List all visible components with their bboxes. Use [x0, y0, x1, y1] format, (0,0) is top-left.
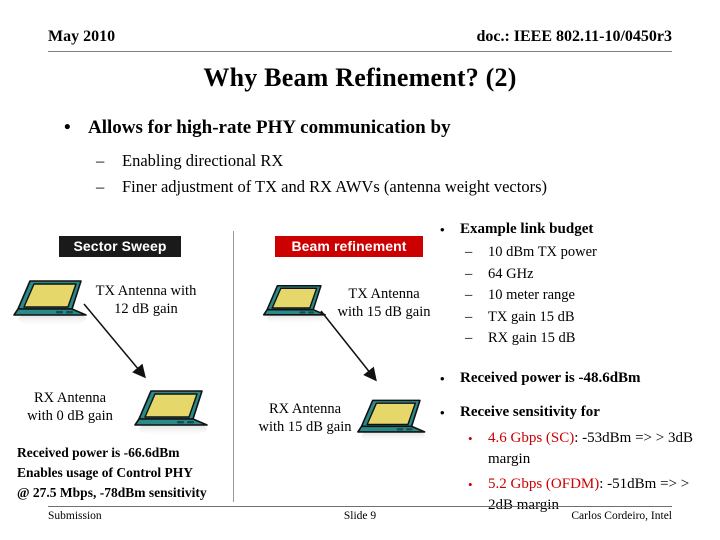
- header-divider-line: [48, 51, 672, 52]
- right-details-column: • Example link budget – 10 dBm TX power …: [432, 218, 714, 516]
- tx-antenna-caption-middle: TX Antenna with 15 dB gain: [337, 286, 431, 320]
- sensitivity-rate-label: 4.6 Gbps (SC): [488, 429, 575, 446]
- link-budget-item-text: RX gain 15 dB: [488, 330, 576, 346]
- dash-marker-icon: –: [96, 151, 105, 170]
- dash-marker-icon: –: [465, 287, 473, 303]
- link-budget-item: – 64 GHz: [432, 264, 714, 286]
- link-budget-item-text: TX gain 15 dB: [488, 308, 575, 325]
- sensitivity-heading: • Receive sensitivity for: [432, 401, 714, 424]
- summary-line: @ 27.5 Mbps, -78dBm sensitivity: [17, 485, 207, 500]
- summary-line: Received power is -66.6dBm: [17, 445, 180, 460]
- column-divider: [233, 231, 234, 502]
- tx-antenna-caption-left: TX Antenna with 12 dB gain: [95, 283, 197, 317]
- summary-line: Enables usage of Control PHY: [17, 465, 194, 480]
- bullet-marker-icon: •: [440, 370, 445, 386]
- dash-marker-icon: –: [465, 330, 473, 346]
- received-power-text: Received power is -48.6dBm: [460, 369, 641, 386]
- bullet-marker-icon: •: [440, 222, 445, 237]
- rx-laptop-icon-middle: [356, 392, 432, 444]
- link-budget-item-text: 64 GHz: [488, 265, 534, 282]
- dash-marker-icon: –: [465, 244, 473, 260]
- link-budget-heading: • Example link budget: [432, 218, 714, 241]
- received-power-line: • Received power is -48.6dBm: [432, 367, 714, 390]
- footer-slide-number: Slide 9: [343, 510, 377, 522]
- link-budget-item: – 10 dBm TX power: [432, 242, 714, 264]
- signal-arrow-middle: [320, 310, 377, 382]
- sensitivity-detail-text: : -53dBm => > 3dB margin: [488, 429, 693, 467]
- slide-footer: Submission Slide 9 Carlos Cordeiro, Inte…: [48, 510, 672, 526]
- header-document-id: doc.: IEEE 802.11-10/0450r3: [476, 28, 672, 45]
- rx-antenna-caption-middle: RX Antenna with 15 dB gain: [258, 401, 352, 435]
- link-budget-item: – RX gain 15 dB: [432, 328, 714, 350]
- bullet-marker-icon: •: [64, 117, 71, 138]
- bullet-list: • Allows for high-rate PHY communication…: [58, 116, 658, 200]
- bullet-level2: – Enabling directional RX: [58, 148, 658, 174]
- header-date: May 2010: [48, 28, 116, 45]
- link-budget-item: – TX gain 15 dB: [432, 307, 714, 329]
- footer-divider-line: [48, 506, 672, 507]
- dash-marker-icon: –: [96, 177, 105, 196]
- link-budget-heading-text: Example link budget: [460, 221, 594, 237]
- section-tag-sector-sweep: Sector Sweep: [59, 236, 181, 257]
- tx-laptop-icon-middle: [262, 278, 332, 326]
- left-summary-text: Received power is -66.6dBm Enables usage…: [17, 443, 239, 503]
- bullet-marker-icon: •: [440, 404, 445, 420]
- bullet-level1: • Allows for high-rate PHY communication…: [58, 116, 658, 140]
- sensitivity-item: • 4.6 Gbps (SC): -53dBm => > 3dB margin: [432, 428, 714, 470]
- sensitivity-detail-text: : -51dBm => > 2dB margin: [488, 475, 690, 513]
- dash-marker-icon: –: [465, 308, 473, 325]
- red-bullet-marker-icon: •: [468, 476, 473, 492]
- slide-header: May 2010 doc.: IEEE 802.11-10/0450r3: [48, 28, 672, 50]
- rx-antenna-caption-left: RX Antenna with 0 dB gain: [27, 390, 113, 424]
- link-budget-item-text: 10 meter range: [488, 287, 575, 303]
- rx-laptop-icon-left: [133, 382, 215, 438]
- tx-laptop-icon-left: [12, 272, 94, 328]
- page-title: Why Beam Refinement? (2): [203, 63, 517, 92]
- signal-arrow-left: [83, 303, 146, 379]
- footer-author: Carlos Cordeiro, Intel: [571, 510, 672, 522]
- sensitivity-item: • 5.2 Gbps (OFDM): -51dBm => > 2dB margi…: [432, 474, 714, 516]
- bullet-level1-text: Allows for high-rate PHY communication b…: [88, 117, 451, 138]
- sensitivity-heading-text: Receive sensitivity for: [460, 403, 600, 420]
- footer-submission-label: Submission: [48, 510, 102, 522]
- sensitivity-rate-label: 5.2 Gbps (OFDM): [488, 475, 600, 492]
- dash-marker-icon: –: [465, 265, 473, 282]
- red-bullet-marker-icon: •: [468, 430, 473, 446]
- bullet-level2-text: Enabling directional RX: [122, 151, 284, 170]
- bullet-level2: – Finer adjustment of TX and RX AWVs (an…: [58, 174, 658, 200]
- section-tag-beam-refinement: Beam refinement: [275, 236, 423, 257]
- bullet-level2-text: Finer adjustment of TX and RX AWVs (ante…: [122, 177, 547, 196]
- link-budget-item-text: 10 dBm TX power: [488, 244, 597, 260]
- link-budget-item: – 10 meter range: [432, 285, 714, 307]
